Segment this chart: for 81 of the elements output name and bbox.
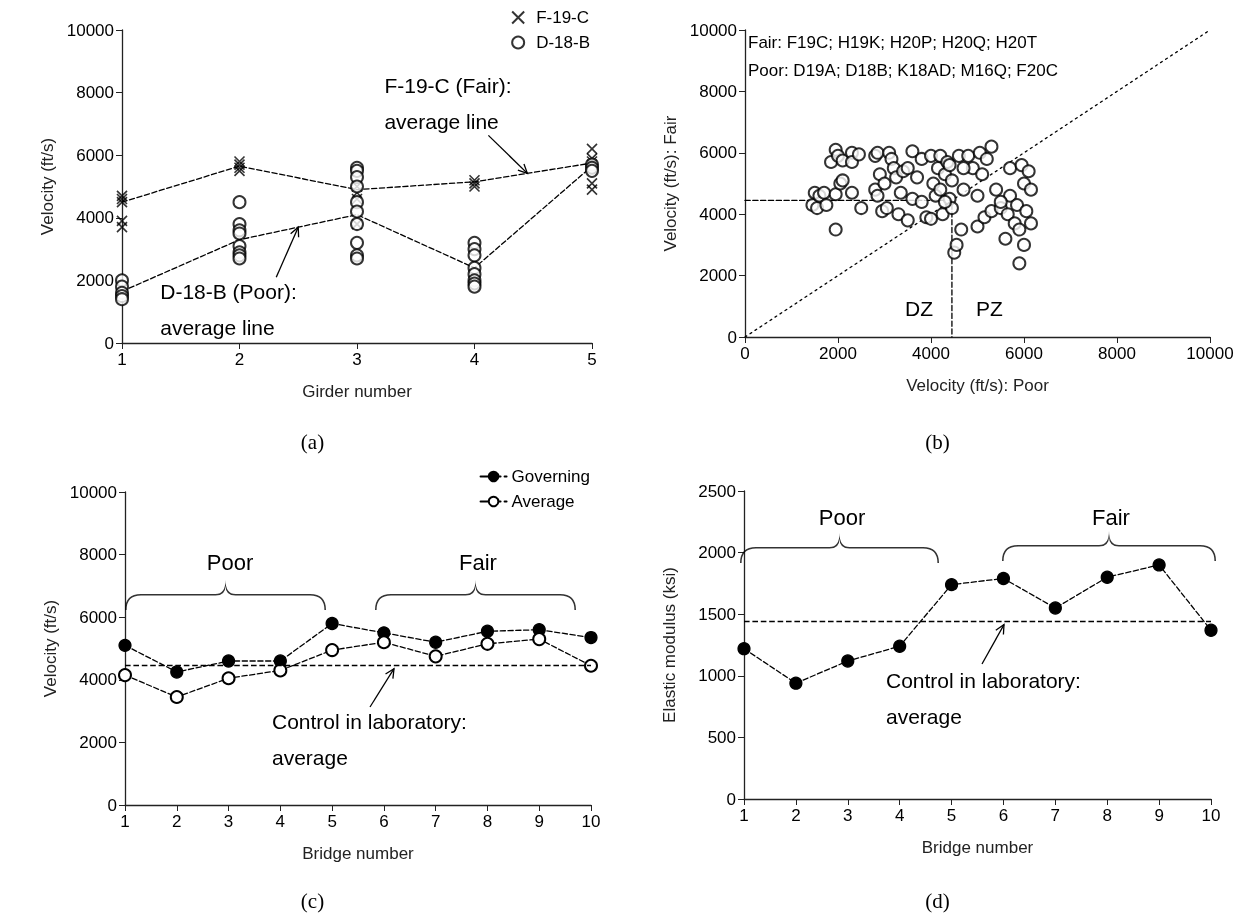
y-tick-label: 6000 (699, 143, 737, 163)
x-tick-label: 5 (587, 350, 597, 369)
x-tick-label: 4000 (912, 344, 950, 363)
x-tick-label: 1 (739, 806, 749, 825)
y-axis-title: Velocity (ft/s) (40, 599, 60, 698)
legend-label: Average (511, 492, 575, 511)
annotation: D-18-B (Poor): average line (160, 280, 297, 339)
x-tick-label: 8000 (1098, 344, 1136, 363)
x-tick-label: 0 (740, 344, 750, 363)
y-tick-label: 8000 (79, 545, 117, 565)
x-tick-label: 5 (327, 812, 337, 831)
x-tick-label: 6 (998, 806, 1009, 825)
x-tick-label: 1 (117, 350, 127, 369)
x-tick-label: 2 (791, 806, 801, 825)
text: (b) (925, 429, 950, 454)
x-tick-label: 5 (946, 806, 957, 825)
x-tick-label: 4 (894, 806, 905, 825)
x-tick-label: 2 (234, 350, 245, 369)
x-tick-label: 9 (534, 812, 544, 831)
annotation: Poor: D19A; D18B; K18AD; M16Q; F20C (748, 61, 1058, 81)
y-tick-label: 6000 (79, 607, 117, 627)
x-tick-label: 2000 (819, 344, 857, 363)
y-tick-label: 10000 (69, 482, 117, 502)
x-tick-label: 4 (275, 812, 286, 831)
y-tick-label: 10000 (66, 20, 114, 40)
y-tick-label: 2000 (699, 266, 737, 286)
y-tick-label: 0 (727, 327, 737, 347)
y-tick-label: 1500 (698, 604, 736, 624)
x-tick-label: 9 (1154, 806, 1164, 825)
x-tick-label: 1 (120, 812, 130, 831)
y-axis-title: Elastic modulus (ksi) (660, 567, 679, 723)
x-tick-label: 3 (352, 350, 362, 369)
ref-line-label: Control in laboratory: average (272, 709, 467, 769)
annotation: Poor (818, 504, 866, 530)
y-tick-label: 4000 (79, 670, 117, 690)
y-axis-title: Velocity (ft/s): Fair (660, 115, 680, 252)
text: (a) (300, 429, 325, 454)
y-tick-label: 2500 (698, 481, 736, 501)
x-tick-label: 8 (1102, 806, 1112, 825)
y-tick-label: 2000 (698, 543, 736, 563)
legend-label: D-18-B (536, 33, 591, 52)
x-tick-label: 6000 (1005, 344, 1043, 363)
x-tick-label: 7 (1050, 806, 1061, 825)
legend-label: Control in laboratory: average (886, 668, 1081, 728)
x-tick-label: 10 (1201, 806, 1221, 825)
y-tick-label: 2000 (76, 270, 114, 290)
y-tick-label: 8000 (699, 81, 737, 101)
x-tick-label: 8 (482, 812, 493, 831)
x-tick-label: 4 (469, 350, 480, 369)
y-tick-label: 6000 (76, 145, 114, 165)
x-tick-label: 3 (843, 806, 853, 825)
y-tick-label: 4000 (76, 208, 114, 228)
x-axis-title: Bridge number (302, 844, 415, 863)
x-tick-label: 6 (379, 812, 389, 831)
legend-label: F-19-C (536, 8, 590, 27)
y-tick-label: 8000 (76, 83, 114, 103)
annotation: DZ (905, 296, 934, 320)
annotation: Fair: F19C; H19K; H20P; H20Q; H20T (748, 33, 1038, 53)
annotation: Fair (1092, 504, 1130, 530)
y-tick-label: 0 (726, 789, 736, 809)
y-tick-label: 2000 (79, 732, 117, 752)
annotation: Poor (206, 549, 254, 575)
x-tick-label: 2 (172, 812, 182, 831)
y-axis-title: Velocity (ft/s) (37, 137, 57, 236)
text: (d) (925, 888, 950, 913)
x-tick-label: 7 (430, 812, 441, 831)
x-tick-label: 10000 (1186, 344, 1234, 363)
y-tick-label: 4000 (699, 204, 737, 224)
legend-label: Governing (511, 467, 590, 486)
annotation: PZ (976, 296, 1004, 320)
x-axis-title: Bridge number (921, 838, 1034, 857)
x-axis-title: Girder number (302, 382, 413, 401)
y-tick-label: 10000 (689, 20, 737, 40)
x-axis-title: Velocity (ft/s): Poor (906, 376, 1050, 395)
text: (c) (300, 888, 325, 913)
annotation: F-19-C (Fair): average line (384, 74, 512, 133)
annotation: Fair (459, 549, 497, 575)
y-tick-label: 500 (707, 727, 736, 747)
x-tick-label: 10 (581, 812, 601, 831)
y-tick-label: 1000 (698, 666, 736, 686)
x-tick-label: 3 (223, 812, 234, 831)
